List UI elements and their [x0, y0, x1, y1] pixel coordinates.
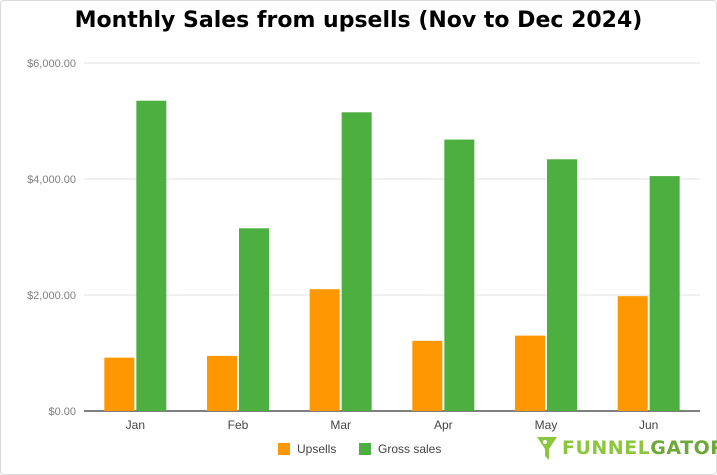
- legend-label-upsells: Upsells: [297, 442, 336, 456]
- x-tick-label: Apr: [434, 418, 453, 432]
- x-tick-label: Mar: [330, 418, 351, 432]
- funnelgator-logo: FUNNELGATOR: [536, 432, 717, 464]
- logo-text-gator: GATOR: [650, 437, 717, 459]
- y-tick-label: $4,000.00: [27, 174, 76, 186]
- legend-swatch-upsells: [278, 443, 290, 455]
- x-tick-label: May: [535, 418, 558, 432]
- legend-swatch-gross-sales: [359, 443, 371, 455]
- bar-gross-sales-apr: [444, 139, 475, 411]
- bar-upsells-jun: [617, 296, 648, 411]
- gator-icon: [537, 437, 557, 460]
- bar-upsells-mar: [309, 289, 340, 411]
- y-tick-label: $2,000.00: [27, 290, 76, 302]
- bar-upsells-apr: [412, 340, 443, 411]
- y-tick-label: $6,000.00: [27, 58, 76, 70]
- bar-gross-sales-jan: [136, 100, 167, 411]
- bar-gross-sales-jun: [649, 176, 680, 411]
- bar-gross-sales-may: [547, 159, 577, 411]
- legend-label-gross-sales: Gross sales: [378, 442, 441, 456]
- x-tick-label: Feb: [228, 418, 249, 432]
- logo-text-funnel: FUNNEL: [562, 437, 651, 459]
- bar-gross-sales-feb: [239, 228, 269, 411]
- bar-gross-sales-mar: [341, 112, 372, 412]
- y-tick-label: $0.00: [48, 406, 76, 418]
- bar-upsells-feb: [207, 355, 237, 411]
- x-tick-label: Jan: [126, 418, 145, 432]
- bar-upsells-may: [515, 335, 545, 411]
- bar-upsells-jan: [104, 357, 135, 411]
- x-tick-label: Jun: [639, 418, 658, 432]
- chart-title: Monthly Sales from upsells (Nov to Dec 2…: [74, 8, 643, 33]
